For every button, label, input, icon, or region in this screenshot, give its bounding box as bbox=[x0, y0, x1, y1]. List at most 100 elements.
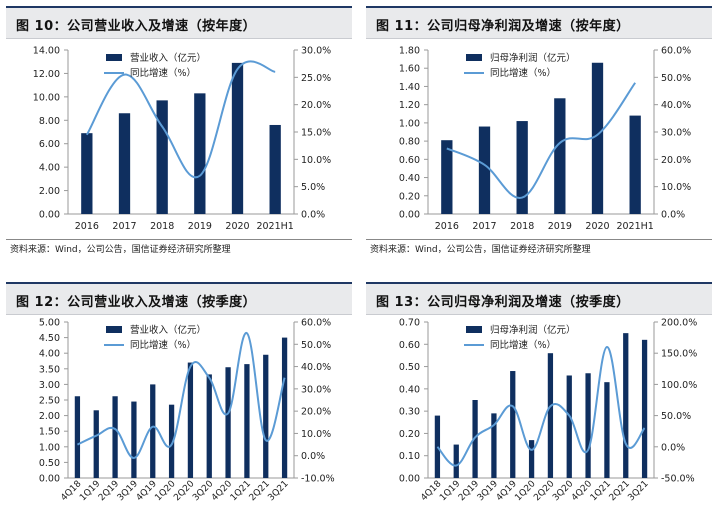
x-tick-label: 3Q21 bbox=[626, 479, 650, 503]
x-tick-label: 2Q19 bbox=[97, 479, 121, 503]
bar bbox=[269, 124, 281, 214]
left-tick-label: 12.00 bbox=[33, 69, 60, 80]
x-tick-label: 2Q20 bbox=[532, 479, 556, 503]
x-tick-label: 4Q19 bbox=[495, 479, 519, 503]
chart-revenue-annual: 0.00 2.00 4.00 6.00 8.00 10.00 12.00 14.00 0.0% 5… bbox=[33, 46, 331, 233]
source-note: 资料来源：Wind，公司公告，国信证券经济研究所整理 bbox=[10, 245, 231, 255]
left-tick-label: 0.30 bbox=[399, 407, 420, 418]
legend-line-label: 同比增速（%） bbox=[490, 67, 556, 79]
legend-bar-swatch bbox=[466, 54, 482, 61]
x-tick-label: 2016 bbox=[435, 221, 459, 232]
bar bbox=[623, 333, 629, 478]
right-tick-label: 20.0% bbox=[661, 155, 691, 166]
figure-title-bar: 图 10：公司营业收入及增速（按年度） bbox=[6, 6, 352, 39]
right-tick-label: 0.0% bbox=[661, 210, 685, 221]
x-tick-label: 2020 bbox=[225, 221, 249, 232]
left-tick-label: 5.00 bbox=[39, 318, 60, 329]
x-tick-label: 3Q19 bbox=[476, 479, 500, 503]
left-tick-label: 0.00 bbox=[39, 210, 60, 221]
bar bbox=[194, 93, 206, 214]
x-tick-label: 4Q19 bbox=[135, 479, 159, 503]
chart-net-profit-quarterly: 0.00 0.10 0.20 0.30 0.40 0.50 0.60 0.70 -50.0% 0.… bbox=[399, 318, 697, 504]
left-tick-label: 4.00 bbox=[39, 163, 60, 174]
x-tick-label: 2017 bbox=[472, 221, 496, 232]
left-tick-label: 0.40 bbox=[399, 173, 420, 184]
right-tick-label: 30.0% bbox=[301, 384, 331, 395]
x-tick-label: 2019 bbox=[548, 221, 572, 232]
legend-line-label: 同比增速（%） bbox=[490, 339, 556, 351]
x-tick-label: 2020 bbox=[585, 221, 609, 232]
x-tick-label: 1Q19 bbox=[78, 479, 102, 503]
right-tick-label: 0.0% bbox=[301, 451, 325, 462]
source-divider bbox=[366, 239, 712, 240]
bar bbox=[118, 113, 131, 214]
right-tick-label: 20.0% bbox=[301, 100, 331, 111]
right-tick-label: 50.0% bbox=[301, 340, 331, 351]
left-tick-label: 6.00 bbox=[39, 139, 60, 150]
right-tick-label: 150.0% bbox=[661, 349, 697, 360]
bar bbox=[131, 401, 137, 478]
x-tick-label: 2019 bbox=[188, 221, 212, 232]
x-tick-label: 3Q21 bbox=[266, 479, 290, 503]
right-tick-label: -10.0% bbox=[301, 474, 335, 485]
bar bbox=[112, 396, 118, 478]
bar bbox=[472, 400, 478, 478]
figure-panel-12: 图 12：公司营业收入及增速（按季度） 0.00 0.50 1.00 1.50 2.00… bbox=[6, 282, 352, 508]
right-tick-label: 60.0% bbox=[661, 46, 691, 57]
figure-title: 图 11：公司归母净利润及增速（按年度） bbox=[376, 19, 630, 34]
left-tick-label: 0.60 bbox=[399, 340, 420, 351]
legend-bar-label: 营业收入（亿元） bbox=[130, 324, 206, 336]
bar bbox=[554, 98, 566, 214]
bar bbox=[225, 367, 231, 478]
figure-title-bar: 图 11：公司归母净利润及增速（按年度） bbox=[366, 6, 712, 39]
legend-bar-swatch bbox=[106, 326, 122, 333]
right-tick-label: 50.0% bbox=[661, 73, 691, 84]
bar bbox=[478, 126, 491, 214]
x-tick-label: 4Q20 bbox=[570, 479, 594, 503]
left-tick-label: 3.00 bbox=[39, 380, 60, 391]
bar bbox=[441, 140, 453, 214]
x-tick-label: 2018 bbox=[510, 221, 534, 232]
left-tick-label: 1.40 bbox=[399, 82, 420, 93]
left-tick-label: 0.00 bbox=[39, 474, 60, 485]
growth-line bbox=[446, 82, 636, 199]
source-divider bbox=[6, 239, 352, 240]
left-tick-label: 0.50 bbox=[399, 362, 420, 373]
x-tick-label: 2016 bbox=[75, 221, 99, 232]
right-tick-label: 0.0% bbox=[301, 210, 325, 221]
right-tick-label: 40.0% bbox=[661, 100, 691, 111]
figure-title-bar: 图 13：公司归母净利润及增速（按季度） bbox=[366, 282, 712, 315]
x-tick-label: 1Q21 bbox=[589, 479, 613, 503]
right-tick-label: 25.0% bbox=[301, 73, 331, 84]
left-tick-label: 14.00 bbox=[33, 46, 60, 57]
left-tick-label: 1.80 bbox=[399, 46, 420, 57]
x-tick-label: 2017 bbox=[112, 221, 136, 232]
x-tick-label: 3Q20 bbox=[191, 479, 215, 503]
x-tick-label: 4Q18 bbox=[419, 479, 443, 503]
bar bbox=[516, 121, 528, 214]
right-tick-label: 50.0% bbox=[661, 411, 691, 422]
figure-title: 图 10：公司营业收入及增速（按年度） bbox=[16, 19, 257, 34]
x-tick-label: 1Q19 bbox=[438, 479, 462, 503]
bar bbox=[206, 374, 212, 478]
left-tick-label: 0.20 bbox=[399, 429, 420, 440]
bar bbox=[74, 396, 81, 478]
x-tick-label: 2021H1 bbox=[616, 221, 653, 232]
left-tick-label: 0.80 bbox=[399, 137, 420, 148]
left-tick-label: 0.60 bbox=[399, 155, 420, 166]
bar bbox=[93, 410, 99, 478]
left-tick-label: 2.00 bbox=[39, 186, 60, 197]
left-tick-label: 0.00 bbox=[399, 210, 420, 221]
right-tick-label: 0.0% bbox=[661, 442, 685, 453]
bar bbox=[528, 440, 535, 478]
legend-bar-label: 归母净利润（亿元） bbox=[490, 52, 576, 64]
left-tick-label: 0.20 bbox=[399, 191, 420, 202]
bar bbox=[510, 371, 516, 478]
bar bbox=[281, 337, 288, 478]
bar bbox=[244, 364, 250, 478]
bar bbox=[263, 354, 269, 478]
legend-bar-swatch bbox=[106, 54, 122, 61]
bar bbox=[453, 444, 459, 478]
right-tick-label: 10.0% bbox=[301, 429, 331, 440]
x-tick-label: 1Q20 bbox=[513, 479, 537, 503]
